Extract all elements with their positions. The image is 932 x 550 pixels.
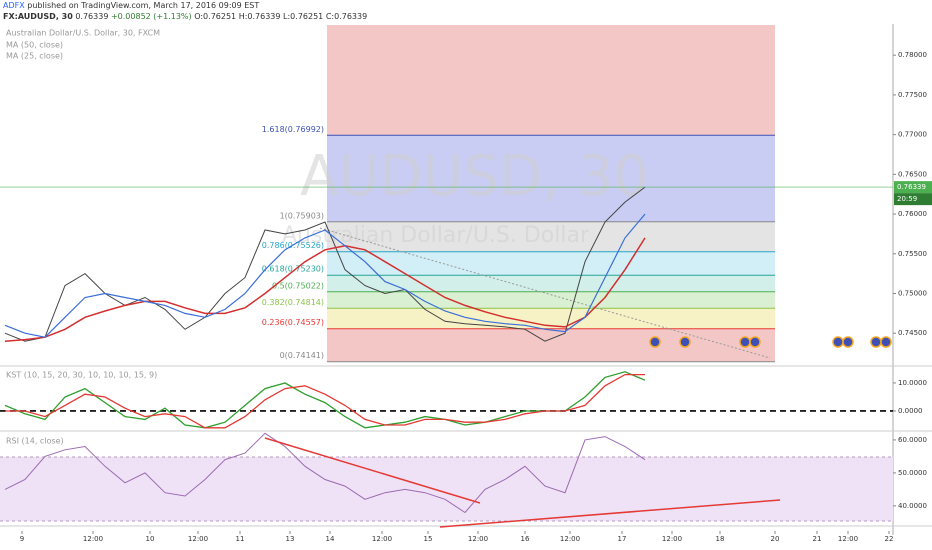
x-tick-label: 12:00 — [188, 535, 208, 543]
y-tick-label: 0.78000 — [898, 51, 927, 59]
symbol: FX:AUDUSD, 30 — [3, 12, 73, 21]
event-icon — [739, 336, 751, 348]
series-line — [5, 373, 645, 429]
event-icon — [870, 336, 882, 348]
fib-band — [327, 328, 775, 362]
x-tick-label: 9 — [20, 535, 24, 543]
event-icon — [649, 336, 661, 348]
countdown-box — [894, 193, 932, 206]
x-tick-label: 11 — [236, 535, 245, 543]
x-tick-label: 18 — [716, 535, 725, 543]
open: O:0.76251 — [194, 12, 237, 21]
fib-band — [327, 308, 775, 329]
y-tick-label: 40.0000 — [898, 502, 927, 510]
rsi-band — [0, 457, 893, 521]
x-tick-label: 12:00 — [662, 535, 682, 543]
series-line — [4, 432, 646, 514]
x-tick-label: 12:00 — [838, 535, 858, 543]
fib-label: 1(0.75903) — [280, 211, 324, 220]
x-tick-label: 15 — [424, 535, 433, 543]
y-tick-label: 50.0000 — [898, 469, 927, 477]
y-tick-label: 0.77000 — [898, 131, 927, 139]
x-tick-label: 21 — [813, 535, 822, 543]
y-tick-label: 0.0000 — [898, 407, 923, 415]
change: +0.00852 (+1.13%) — [110, 12, 192, 21]
x-tick-label: 12:00 — [560, 535, 580, 543]
x-tick-label: 12:00 — [83, 535, 103, 543]
fib-band — [327, 275, 775, 292]
x-tick-label: 13 — [286, 535, 295, 543]
x-tick-label: 12:00 — [372, 535, 392, 543]
y-tick-label: 0.75500 — [898, 250, 927, 258]
y-tick-label: 0.75000 — [898, 290, 927, 298]
watermark: AUDUSD, 30 — [300, 144, 649, 209]
fib-band — [327, 135, 775, 222]
x-tick-label: 16 — [521, 535, 530, 543]
x-tick-label: 20 — [771, 535, 780, 543]
fib-label: 0.382(0.74814) — [262, 298, 324, 307]
header: ADFX published on TradingView.com, March… — [0, 0, 932, 24]
countdown: 20:59 — [897, 195, 917, 203]
fib-label: 0.618(0.75230) — [262, 265, 324, 274]
series-line — [4, 213, 646, 338]
fib-band — [327, 251, 775, 276]
close: C:0.76339 — [325, 12, 368, 21]
rsi-trend-down — [264, 437, 481, 504]
x-tick-label: 10 — [146, 535, 155, 543]
y-tick-label: 10.0000 — [898, 379, 927, 387]
last-price-label: 0.76339 — [897, 183, 926, 191]
fib-band — [327, 25, 775, 136]
series-line — [4, 237, 646, 342]
x-tick-label: 17 — [618, 535, 627, 543]
event-icon — [679, 336, 691, 348]
x-tick-label: 14 — [326, 535, 335, 543]
pane-title: Australian Dollar/U.S. Dollar, 30, FXCM — [6, 29, 160, 38]
fib-label: 0(0.74141) — [280, 351, 324, 360]
fib-label: 0.236(0.74557) — [262, 318, 324, 327]
y-tick-label: 0.76000 — [898, 210, 927, 218]
series-line — [4, 186, 646, 342]
x-tick-label: 12:00 — [468, 535, 488, 543]
legend-entry: MA (25, close) — [6, 52, 63, 61]
pane-title: KST (10, 15, 20, 30, 10, 10, 10, 15, 9) — [6, 371, 157, 380]
fib-label: 1.618(0.76992) — [262, 125, 324, 134]
pane-title: RSI (14, close) — [6, 437, 64, 446]
watermark-sub: Australian Dollar/U.S. Dollar — [282, 223, 590, 248]
event-icon — [832, 336, 844, 348]
series-line — [4, 371, 646, 429]
rsi-trend-up — [439, 499, 781, 528]
y-tick-label: 0.76500 — [898, 170, 927, 178]
low: L:0.76251 — [283, 12, 324, 21]
fib-band — [327, 221, 775, 252]
event-icon — [749, 336, 761, 348]
y-tick-label: 0.74500 — [898, 329, 927, 337]
fib-band — [327, 291, 775, 309]
fib-label: 0.5(0.75022) — [272, 281, 324, 290]
last-price-box — [894, 181, 932, 194]
published: published on TradingView.com, March 17, … — [27, 1, 260, 10]
x-tick-label: 22 — [885, 535, 894, 543]
publisher: ADFX — [3, 1, 25, 10]
event-icon — [842, 336, 854, 348]
legend-entry: MA (50, close) — [6, 41, 63, 50]
high: H:0.76339 — [238, 12, 281, 21]
y-tick-label: 60.0000 — [898, 436, 927, 444]
last: 0.76339 — [75, 12, 109, 21]
y-tick-label: 0.77500 — [898, 91, 927, 99]
event-icon — [880, 336, 892, 348]
